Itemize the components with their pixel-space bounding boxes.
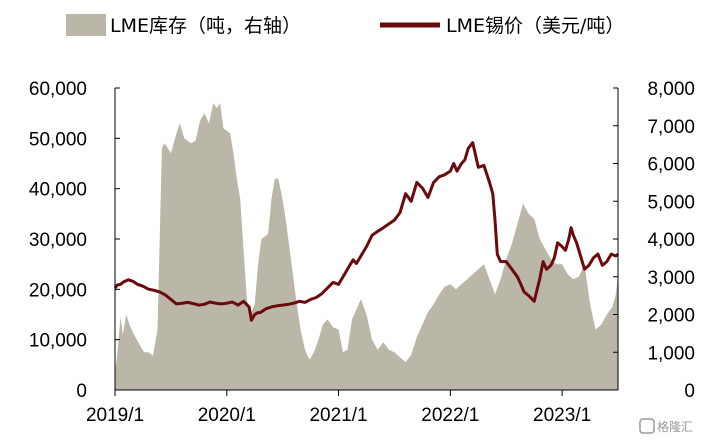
legend-swatch-stock <box>66 14 106 36</box>
stock-area-series <box>115 103 618 390</box>
y-right-tick-label: 6,000 <box>647 155 695 176</box>
legend-label-price: LME锡价（美元/吨） <box>446 15 624 37</box>
y-right-tick-label: 4,000 <box>647 230 695 251</box>
x-tick-label: 2020/1 <box>198 405 256 426</box>
x-ticks: 2019/1 2020/1 2021/1 2022/1 2023/1 <box>86 390 591 426</box>
y-right-tick-label: 1,000 <box>647 343 695 364</box>
y-right-tick-label: 8,000 <box>647 79 695 100</box>
y-left-tick-label: 20,000 <box>29 280 87 301</box>
legend-label-stock: LME库存（吨，右轴） <box>110 15 301 37</box>
y-right-tick-label: 2,000 <box>647 306 695 327</box>
y-left-tick-label: 10,000 <box>29 331 87 352</box>
x-tick-label: 2022/1 <box>421 405 479 426</box>
watermark-logo-icon <box>639 418 655 434</box>
y-right-tick-label: 0 <box>684 381 695 402</box>
x-tick-label: 2023/1 <box>533 405 591 426</box>
y-left-ticks: 0 10,000 20,000 30,000 40,000 50,000 60,000 <box>29 79 120 402</box>
x-tick-label: 2021/1 <box>309 405 367 426</box>
watermark: 格隆汇 <box>639 418 693 434</box>
y-left-tick-label: 40,000 <box>29 180 87 201</box>
y-right-ticks: 0 1,000 2,000 3,000 4,000 5,000 6,000 7,000 8,00… <box>613 79 695 402</box>
x-tick-label: 2019/1 <box>86 405 144 426</box>
y-right-tick-label: 7,000 <box>647 117 695 138</box>
y-right-tick-label: 3,000 <box>647 268 695 289</box>
watermark-text: 格隆汇 <box>657 419 693 434</box>
legend: LME库存（吨，右轴） LME锡价（美元/吨） <box>66 14 624 37</box>
y-right-tick-label: 5,000 <box>647 192 695 213</box>
y-left-tick-label: 60,000 <box>29 79 87 100</box>
price-line-series <box>113 141 619 322</box>
plot-area <box>113 103 619 390</box>
y-left-tick-label: 30,000 <box>29 230 87 251</box>
y-left-tick-label: 0 <box>76 381 87 402</box>
y-left-tick-label: 50,000 <box>29 129 87 150</box>
